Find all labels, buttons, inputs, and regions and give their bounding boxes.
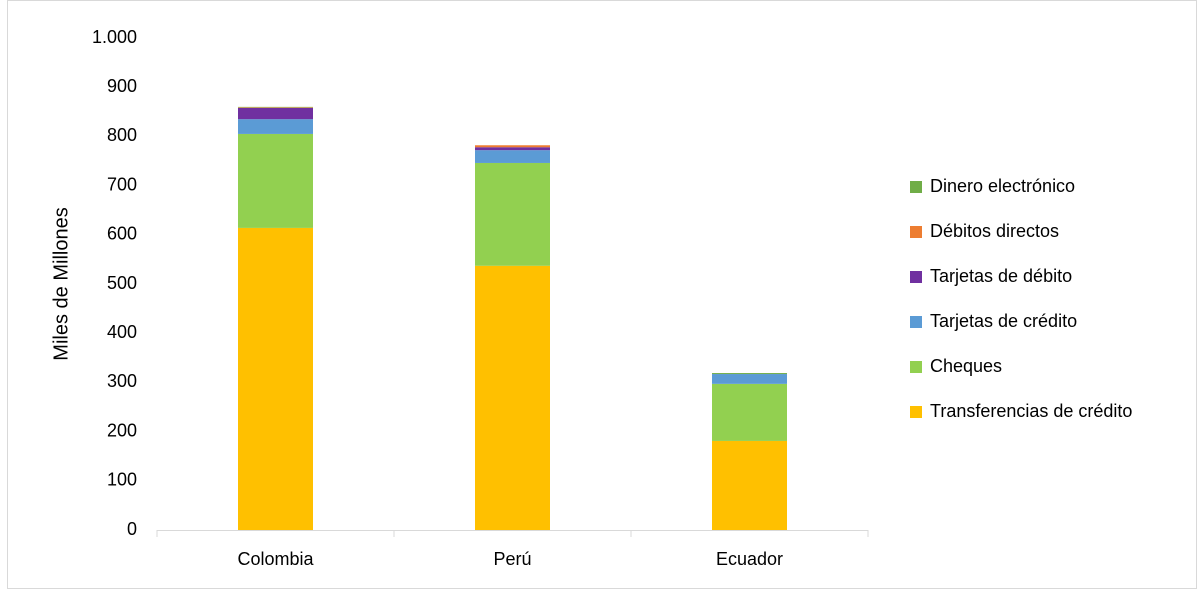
bar-segment (238, 133, 313, 228)
y-tick-label: 1.000 (92, 27, 137, 47)
x-tick-label: Perú (493, 549, 531, 569)
legend-swatch (910, 226, 922, 238)
bar-segment (475, 147, 550, 151)
legend-label: Débitos directos (930, 221, 1059, 241)
chart-frame (7, 0, 1197, 589)
legend-label: Dinero electrónico (930, 176, 1075, 196)
x-tick-label: Ecuador (716, 549, 783, 569)
x-tick-label: Colombia (237, 549, 314, 569)
y-tick-label: 900 (107, 76, 137, 96)
y-tick-label: 0 (127, 519, 137, 539)
legend-label: Tarjetas de débito (930, 266, 1072, 286)
bar-segment (238, 227, 313, 531)
bar-segment (712, 373, 787, 375)
legend-swatch (910, 271, 922, 283)
bar-segment (475, 150, 550, 163)
bar-segment (475, 145, 550, 148)
y-tick-label: 400 (107, 322, 137, 342)
legend-swatch (910, 361, 922, 373)
y-tick-label: 700 (107, 174, 137, 194)
legend-swatch (910, 406, 922, 418)
bar-segment (475, 265, 550, 530)
y-tick-label: 800 (107, 125, 137, 145)
y-tick-label: 500 (107, 273, 137, 293)
bar-segment (712, 440, 787, 530)
legend-label: Transferencias de crédito (930, 401, 1132, 421)
legend-label: Cheques (930, 356, 1002, 376)
bar-segment (238, 119, 313, 134)
bar-segment (712, 374, 787, 384)
y-tick-label: 600 (107, 224, 137, 244)
legend-label: Tarjetas de crédito (930, 311, 1077, 331)
y-tick-label: 200 (107, 420, 137, 440)
y-tick-label: 100 (107, 470, 137, 490)
bar-segment (712, 383, 787, 441)
y-axis-label: Miles de Millones (50, 207, 72, 360)
legend-swatch (910, 181, 922, 193)
legend-swatch (910, 316, 922, 328)
bar-segment (238, 107, 313, 120)
bar-segment (475, 162, 550, 266)
y-tick-label: 300 (107, 371, 137, 391)
